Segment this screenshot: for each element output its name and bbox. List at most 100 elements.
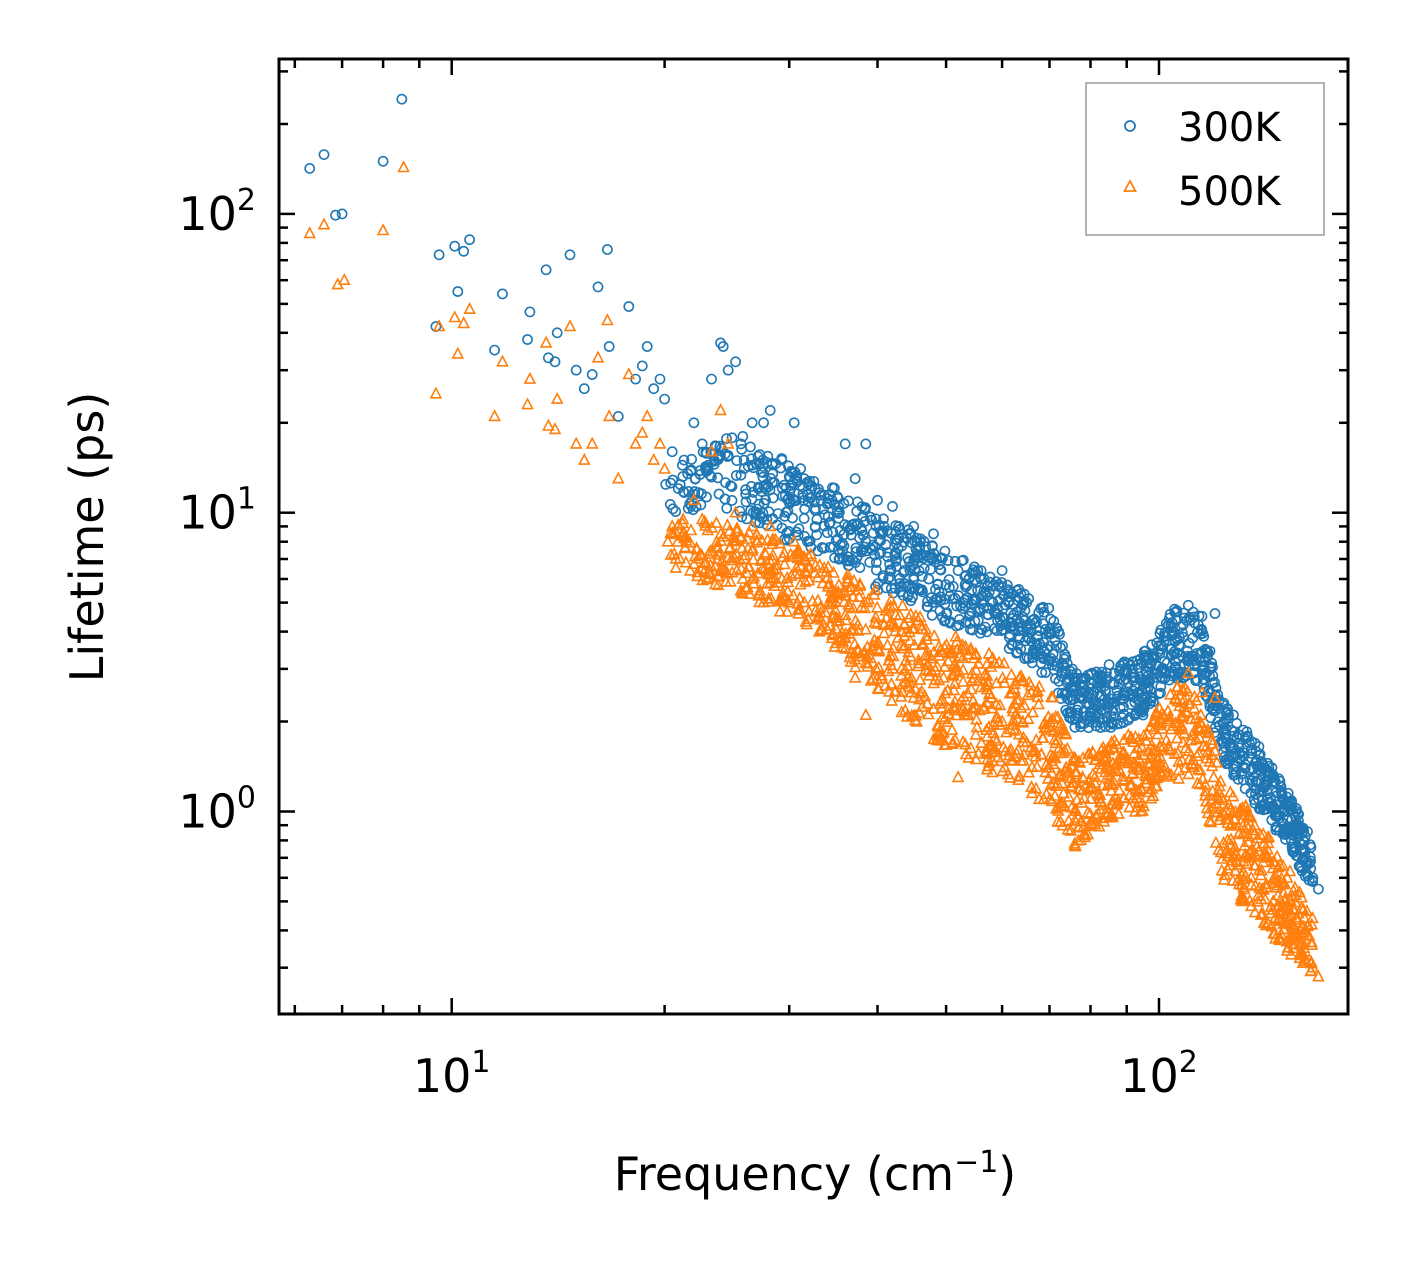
point-500k [1054, 721, 1068, 734]
point-500k [867, 587, 881, 600]
point-300k [928, 528, 939, 540]
point-500k [844, 654, 858, 667]
point-500k [869, 661, 883, 674]
point-500k [889, 684, 902, 697]
point-300k [1289, 825, 1301, 836]
point-300k [1133, 662, 1145, 674]
point-500k [1205, 792, 1219, 805]
point-500k [965, 673, 979, 686]
point-500k [949, 629, 963, 642]
point-500k [1062, 789, 1076, 802]
point-300k [1266, 814, 1278, 826]
point-300k [981, 626, 993, 638]
point-500k [746, 552, 760, 565]
point-500k [463, 301, 476, 315]
point-500k [1184, 733, 1198, 746]
point-500k [938, 640, 951, 653]
point-500k [846, 601, 860, 614]
point-500k [740, 566, 754, 579]
point-500k [577, 452, 591, 465]
point-500k [1093, 757, 1106, 770]
point-500k [894, 668, 908, 681]
point-500k [550, 391, 564, 404]
point-500k [904, 649, 917, 662]
point-500k [937, 670, 950, 683]
point-300k [1295, 822, 1307, 834]
point-500k [1306, 960, 1320, 973]
point-500k [904, 607, 918, 620]
point-300k [1267, 777, 1279, 788]
point-300k [809, 496, 820, 508]
point-500k [1254, 892, 1268, 905]
point-300k [970, 566, 981, 578]
point-500k [991, 750, 1004, 763]
point-500k [908, 637, 921, 651]
point-500k [847, 646, 861, 659]
point-500k [729, 505, 742, 518]
point-500k [1123, 800, 1136, 813]
point-500k [1075, 814, 1089, 827]
point-500k [664, 547, 678, 560]
point-500k [935, 730, 948, 743]
point-300k [1004, 629, 1016, 640]
point-500k [1036, 730, 1049, 744]
point-500k [1170, 680, 1184, 693]
point-300k [735, 469, 747, 481]
point-300k [1163, 674, 1175, 686]
point-500k [1042, 709, 1055, 722]
point-300k [1077, 687, 1088, 698]
point-500k [791, 544, 804, 558]
point-300k [884, 558, 895, 570]
point-500k [938, 737, 951, 750]
point-500k [1201, 745, 1214, 758]
point-300k [757, 471, 769, 483]
point-500k [1178, 681, 1192, 694]
point-500k [728, 550, 741, 564]
point-300k [1003, 591, 1014, 603]
point-300k [952, 565, 964, 576]
point-300k [696, 438, 708, 450]
point-300k [986, 595, 997, 607]
point-500k [1245, 877, 1258, 890]
point-300k [955, 600, 966, 612]
point-300k [1065, 707, 1077, 719]
point-300k [1273, 773, 1285, 785]
point-300k [1146, 666, 1158, 677]
point-300k [1069, 682, 1081, 693]
point-300k [902, 552, 914, 564]
point-500k [729, 533, 743, 546]
point-500k [969, 647, 983, 660]
point-500k [757, 562, 771, 575]
point-500k [980, 745, 994, 758]
point-300k [931, 553, 942, 565]
point-300k [706, 373, 717, 385]
point-500k [1251, 894, 1265, 907]
point-500k [907, 621, 921, 634]
point-500k [836, 634, 850, 647]
point-300k [934, 559, 945, 570]
point-500k [884, 592, 898, 605]
point-300k [726, 432, 738, 444]
point-500k [990, 710, 1003, 723]
point-300k [682, 468, 694, 480]
point-300k [827, 482, 838, 494]
point-300k [636, 360, 648, 372]
point-300k [1178, 659, 1190, 671]
point-500k [793, 577, 807, 590]
point-500k [920, 632, 934, 645]
point-500k [816, 576, 830, 589]
point-500k [1005, 685, 1019, 698]
point-300k [1044, 626, 1055, 637]
point-500k [1284, 947, 1298, 960]
point-300k [1245, 745, 1257, 756]
point-300k [433, 249, 445, 261]
point-300k [757, 467, 769, 478]
point-500k [1203, 754, 1217, 767]
point-500k [885, 676, 898, 689]
point-300k [898, 567, 909, 578]
point-500k [956, 662, 970, 675]
point-500k [1132, 732, 1146, 745]
x-tick-label: 102 [1120, 1045, 1198, 1103]
point-300k [882, 547, 894, 558]
point-300k [776, 522, 788, 534]
